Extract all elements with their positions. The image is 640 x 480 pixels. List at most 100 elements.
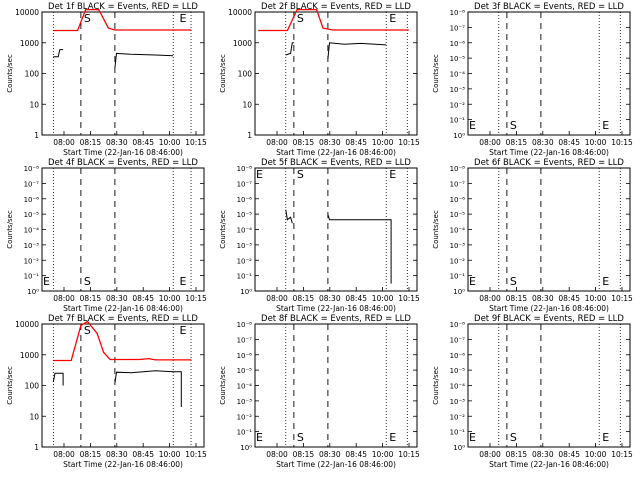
det3f-xtick-label: 08:15	[506, 138, 528, 147]
det3f-xtick-label: 08:30	[532, 138, 554, 147]
det2f-series-events	[327, 42, 387, 59]
det7f-frame	[41, 323, 205, 448]
det8f-xtick-label: 08:45	[345, 450, 367, 459]
det3f-ytick-label: 10⁻⁶	[450, 40, 466, 48]
det7f-series-lld	[53, 320, 191, 362]
det3f-ytick-label: 10⁻⁵	[450, 55, 466, 63]
det6f-ytick-label: 10⁻⁵	[450, 211, 466, 219]
det8f-ytick-label: 10⁻⁴	[237, 383, 253, 391]
det5f-ytick-label: 10⁻³	[237, 242, 253, 250]
det8f-marker-e: E	[256, 431, 263, 444]
det6f-xtick-label: 08:45	[558, 294, 580, 303]
det4f-frame	[41, 167, 205, 292]
det6f-xtick-label: 08:30	[532, 294, 554, 303]
det7f-xlabel: Start Time (22-Jan-16 08:46:00)	[63, 460, 183, 469]
det8f-xtick-label: 08:30	[319, 450, 341, 459]
det5f-ytick-label: 10⁻¹	[237, 273, 253, 281]
det1f-xtick-label: 08:45	[132, 138, 154, 147]
det7f-ytick-label: 10000	[15, 320, 39, 329]
det9f-panel: Det 9f BLACK = Events, RED = LLD 10⁰ 10⁻¹ 1…	[432, 314, 633, 469]
det6f-ytick-label: 10⁻⁷	[450, 180, 466, 188]
det4f-xtick-label: 10:00	[159, 294, 181, 303]
det6f-marker-e: E	[469, 275, 476, 288]
det4f-title: Det 4f BLACK = Events, RED = LLD	[48, 158, 198, 168]
det8f-panel: Det 8f BLACK = Events, RED = LLD 10⁰ 10⁻¹ 1…	[219, 314, 420, 469]
det2f-xtick-label: 10:15	[398, 138, 420, 147]
det9f-ytick-label: 10⁻³	[450, 398, 466, 406]
det3f-ylabel: Counts/sec	[432, 54, 440, 93]
det3f-ytick-label: 10⁻⁷	[450, 24, 466, 32]
det3f-xlabel: Start Time (22-Jan-16 08:46:00)	[489, 148, 609, 157]
det9f-marker-s: S	[510, 431, 517, 444]
det2f-marker-e: E	[389, 12, 396, 25]
det7f-series-events	[52, 372, 64, 386]
det1f-xtick-label: 08:00	[53, 138, 75, 147]
det5f-xtick-label: 08:30	[319, 294, 341, 303]
det4f-marker-s: S	[84, 275, 91, 288]
det7f-ytick-label: 100	[25, 382, 40, 391]
det8f-ytick-label: 10⁻⁶	[237, 352, 253, 360]
det6f-ytick-label: 10⁻⁶	[450, 196, 466, 204]
det8f-ytick-label: 10⁻²	[237, 413, 253, 421]
det3f-frame	[467, 11, 631, 136]
det9f-ytick-label: 10⁻⁷	[450, 336, 466, 344]
det6f-xlabel: Start Time (22-Jan-16 08:46:00)	[489, 304, 609, 313]
det3f-marker-e: E	[602, 119, 609, 132]
det7f-marker-e: E	[179, 324, 186, 337]
det7f-xtick-label: 08:15	[80, 450, 102, 459]
det5f-ytick-label: 10⁻⁵	[237, 211, 253, 219]
det6f-panel: Det 6f BLACK = Events, RED = LLD 10⁰ 10⁻¹ 1…	[432, 158, 633, 313]
det3f-xtick-label: 10:00	[585, 138, 607, 147]
det3f-ytick-label: 10⁻³	[450, 86, 466, 94]
det7f-xtick-label: 08:00	[53, 450, 75, 459]
det3f-panel: Det 3f BLACK = Events, RED = LLD 10⁰ 10⁻¹ 1…	[432, 2, 633, 157]
det9f-title: Det 9f BLACK = Events, RED = LLD	[474, 314, 624, 324]
det6f-frame	[467, 167, 631, 292]
det5f-xtick-label: 08:00	[266, 294, 288, 303]
det2f-series-events	[285, 42, 294, 56]
det1f-series-events	[53, 49, 64, 58]
det8f-xtick-label: 08:00	[266, 450, 288, 459]
det8f-ytick-label: 10⁻⁵	[237, 367, 253, 375]
det6f-ytick-label: 10⁻⁸	[450, 165, 466, 173]
det4f-ytick-label: 10⁻⁸	[24, 165, 40, 173]
det8f-ytick-label: 10⁻⁷	[237, 336, 253, 344]
det3f-ytick-label: 10⁻¹	[450, 117, 466, 125]
det7f-xtick-label: 10:00	[159, 450, 181, 459]
det1f-ytick-label: 10000	[15, 8, 39, 17]
det2f-ytick-label: 1	[247, 131, 252, 140]
det1f-ytick-label: 1	[34, 131, 39, 140]
det1f-xtick-label: 10:15	[185, 138, 207, 147]
det4f-xtick-label: 08:00	[53, 294, 75, 303]
det7f-ytick-label: 1	[34, 443, 39, 452]
det4f-marker-e: E	[43, 275, 50, 288]
det7f-xtick-label: 08:45	[132, 450, 154, 459]
det3f-ytick-label: 10⁰	[453, 132, 465, 140]
det4f-xlabel: Start Time (22-Jan-16 08:46:00)	[63, 304, 183, 313]
det6f-xtick-label: 10:00	[585, 294, 607, 303]
det4f-xtick-label: 10:15	[185, 294, 207, 303]
det8f-ylabel: Counts/sec	[219, 366, 227, 405]
det5f-ytick-label: 10⁻⁴	[237, 227, 253, 235]
det5f-xtick-label: 10:00	[372, 294, 394, 303]
det6f-ytick-label: 10⁻³	[450, 242, 466, 250]
det7f-title: Det 7f BLACK = Events, RED = LLD	[48, 314, 198, 324]
det4f-ytick-label: 10⁰	[27, 288, 39, 296]
det4f-ytick-label: 10⁻²	[24, 257, 40, 265]
det1f-xlabel: Start Time (22-Jan-16 08:46:00)	[63, 148, 183, 157]
det5f-panel: Det 5f BLACK = Events, RED = LLD 10⁰ 10⁻¹ 1…	[219, 158, 420, 313]
det6f-xtick-label: 08:15	[506, 294, 528, 303]
det8f-ytick-label: 10⁰	[240, 444, 252, 452]
det9f-marker-e: E	[469, 431, 476, 444]
det4f-xtick-label: 08:15	[80, 294, 102, 303]
det1f-ytick-label: 10	[29, 100, 39, 109]
det6f-ytick-label: 10⁰	[453, 288, 465, 296]
det8f-marker-e: E	[389, 431, 396, 444]
det5f-ytick-label: 10⁻⁸	[237, 165, 253, 173]
det8f-xlabel: Start Time (22-Jan-16 08:46:00)	[276, 460, 396, 469]
det6f-marker-e: E	[602, 275, 609, 288]
det1f-marker-s: S	[84, 12, 91, 25]
det5f-title: Det 5f BLACK = Events, RED = LLD	[261, 158, 411, 168]
det2f-marker-s: S	[297, 12, 304, 25]
det4f-ytick-label: 10⁻⁵	[24, 211, 40, 219]
